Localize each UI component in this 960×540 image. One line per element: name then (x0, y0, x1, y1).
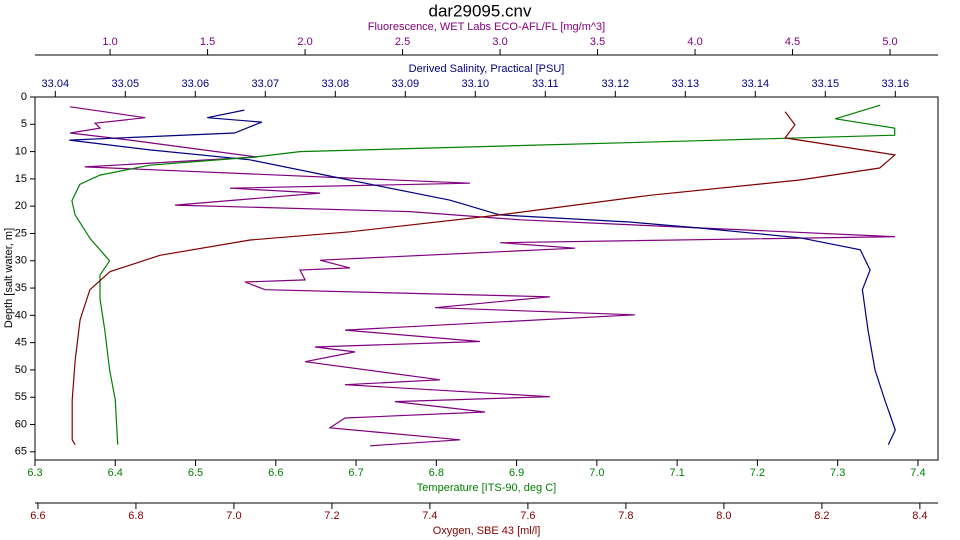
x-tick-label: 6.8 (429, 467, 444, 479)
x-tick-label: 4.0 (687, 36, 702, 48)
x-tick-label: 8.0 (716, 510, 731, 522)
x-tick-label: 33.08 (322, 78, 350, 90)
x-tick-label: 33.12 (602, 78, 630, 90)
x-tick-label: 7.2 (750, 467, 765, 479)
x-tick-label: 3.5 (590, 36, 605, 48)
x-tick-label: 33.07 (252, 78, 280, 90)
y-tick-label: 20 (15, 200, 27, 212)
y-axis-label: Depth [salt water, m] (3, 228, 15, 328)
x-axis-label: Fluorescence, WET Labs ECO-AFL/FL [mg/m^… (368, 21, 605, 33)
x-tick-label: 7.2 (324, 510, 339, 522)
x-tick-label: 7.8 (618, 510, 633, 522)
x-tick-label: 7.1 (669, 467, 684, 479)
x-tick-label: 3.0 (492, 36, 507, 48)
y-tick-label: 60 (15, 418, 27, 430)
x-tick-label: 33.06 (182, 78, 210, 90)
x-tick-label: 2.5 (395, 36, 410, 48)
y-tick-label: 0 (21, 91, 27, 103)
x-tick-label: 7.4 (910, 467, 925, 479)
y-tick-label: 45 (15, 337, 27, 349)
x-tick-label: 33.16 (882, 78, 910, 90)
y-tick-label: 25 (15, 227, 27, 239)
x-axis-label: Oxygen, SBE 43 [ml/l] (433, 525, 541, 537)
x-tick-label: 5.0 (882, 36, 897, 48)
profile-line (71, 111, 897, 446)
x-tick-label: 33.15 (812, 78, 840, 90)
x-tick-label: 7.3 (830, 467, 845, 479)
x-tick-label: 8.2 (814, 510, 829, 522)
x-axis-label: Temperature [ITS-90, deg C] (417, 482, 556, 494)
y-tick-label: 50 (15, 364, 27, 376)
y-tick-label: 40 (15, 309, 27, 321)
x-tick-label: 1.5 (200, 36, 215, 48)
y-tick-label: 30 (15, 255, 27, 267)
chart-title: dar29095.cnv (428, 1, 532, 20)
x-tick-label: 8.4 (912, 510, 927, 522)
x-tick-label: 6.3 (27, 467, 42, 479)
x-tick-label: 2.0 (297, 36, 312, 48)
x-tick-label: 33.13 (672, 78, 700, 90)
y-tick-label: 15 (15, 173, 27, 185)
x-tick-label: 33.05 (112, 78, 140, 90)
x-tick-label: 7.4 (422, 510, 437, 522)
x-tick-label: 6.6 (30, 510, 45, 522)
profile-line (70, 106, 896, 447)
x-tick-label: 6.9 (509, 467, 524, 479)
x-tick-label: 33.10 (462, 78, 490, 90)
y-tick-label: 35 (15, 282, 27, 294)
profile-line (71, 104, 896, 445)
x-tick-label: 7.6 (520, 510, 535, 522)
plot-frame (34, 96, 939, 461)
x-tick-label: 7.0 (226, 510, 241, 522)
y-tick-label: 65 (15, 446, 27, 458)
x-tick-label: 6.6 (268, 467, 283, 479)
y-tick-label: 55 (15, 391, 27, 403)
x-tick-label: 4.5 (785, 36, 800, 48)
x-tick-label: 6.4 (108, 467, 123, 479)
x-tick-label: 33.09 (392, 78, 420, 90)
profile-line (69, 109, 896, 445)
x-tick-label: 6.7 (348, 467, 363, 479)
x-tick-label: 6.8 (128, 510, 143, 522)
x-tick-label: 33.04 (42, 78, 70, 90)
x-tick-label: 6.5 (188, 467, 203, 479)
x-axis-label: Derived Salinity, Practical [PSU] (409, 63, 565, 75)
x-tick-label: 1.0 (102, 36, 117, 48)
y-tick-label: 5 (21, 118, 27, 130)
x-tick-label: 33.11 (532, 78, 559, 90)
y-tick-label: 10 (15, 145, 27, 157)
x-tick-label: 7.0 (589, 467, 604, 479)
x-tick-label: 33.14 (742, 78, 770, 90)
